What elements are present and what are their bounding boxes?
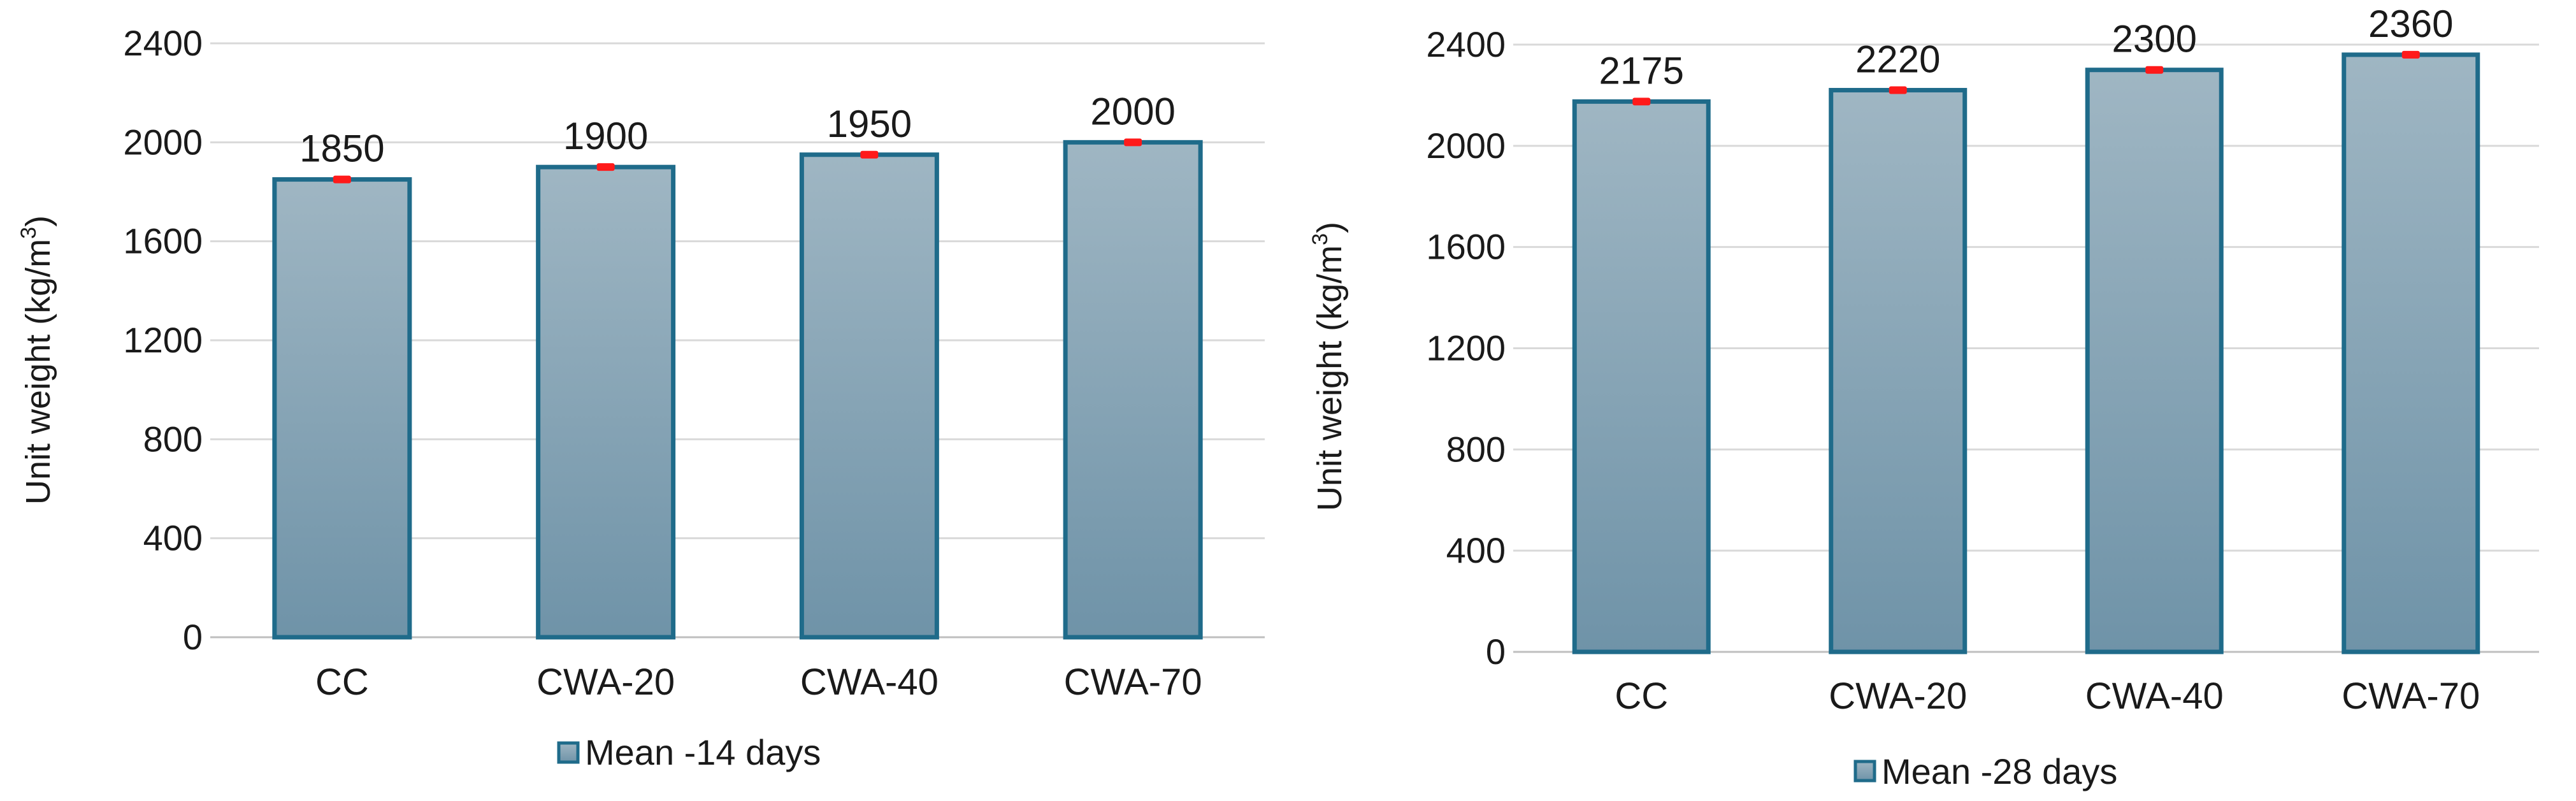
y-axis-label-sup: 3 bbox=[1308, 233, 1332, 245]
y-tick-label: 1600 bbox=[1426, 227, 1506, 267]
data-label: 2360 bbox=[2368, 3, 2453, 45]
bars-left: 1850 1900 1950 2000 bbox=[272, 90, 1203, 640]
data-label: 1950 bbox=[827, 103, 912, 145]
legend-label: Mean -14 days bbox=[585, 732, 821, 772]
legend-swatch bbox=[557, 741, 580, 764]
data-label: 2175 bbox=[1599, 49, 1684, 92]
error-bar bbox=[1889, 86, 1907, 94]
x-tick-label: CWA-20 bbox=[1829, 675, 1967, 717]
x-tick-label: CWA-40 bbox=[2085, 675, 2224, 717]
y-axis-label-sup: 3 bbox=[17, 227, 41, 239]
x-tick-label: CWA-70 bbox=[1064, 661, 1202, 703]
error-bar bbox=[333, 175, 351, 184]
data-label: 2300 bbox=[2112, 18, 2197, 61]
y-tick-label: 1600 bbox=[123, 221, 203, 261]
y-tick-label: 2400 bbox=[123, 23, 203, 63]
y-axis-label-tail: ) bbox=[1311, 222, 1349, 233]
x-tick-label: CC bbox=[315, 661, 369, 703]
legend-swatch bbox=[1853, 760, 1876, 783]
bar bbox=[1063, 140, 1203, 640]
y-tick-label: 400 bbox=[1446, 530, 1506, 570]
legend-right: Mean -28 days bbox=[1853, 751, 2117, 791]
error-bar bbox=[1632, 97, 1651, 106]
bar bbox=[272, 177, 412, 640]
y-tick-label: 400 bbox=[143, 518, 203, 558]
bar bbox=[1829, 87, 1968, 654]
y-axis-label-text: Unit weight (kg/m bbox=[19, 239, 57, 505]
category-labels-right: CC CWA-20 CWA-40 CWA-70 bbox=[1615, 675, 2480, 717]
bar bbox=[1572, 99, 1711, 654]
bar bbox=[2342, 52, 2480, 654]
x-tick-label: CC bbox=[1615, 675, 1668, 717]
x-tick-label: CWA-20 bbox=[536, 661, 675, 703]
data-label: 2220 bbox=[1855, 38, 1940, 80]
chart-right: 0 400 800 1200 1600 2000 2400 Unit weight (kg/… bbox=[1308, 3, 2539, 791]
y-tick-label: 1200 bbox=[1426, 328, 1506, 368]
y-tick-labels-right: 0 400 800 1200 1600 2000 2400 bbox=[1426, 24, 1506, 672]
y-axis-label-text: Unit weight (kg/m bbox=[1311, 245, 1349, 511]
error-bar bbox=[2401, 50, 2420, 59]
error-bar bbox=[2145, 66, 2164, 74]
y-tick-label: 800 bbox=[1446, 429, 1506, 469]
y-tick-label: 1200 bbox=[123, 320, 203, 360]
error-bar bbox=[860, 150, 879, 159]
y-tick-label: 0 bbox=[183, 617, 203, 657]
error-bar bbox=[1124, 138, 1142, 147]
chart-left: 0 400 800 1200 1600 2000 2400 Unit weight (kg/… bbox=[17, 23, 1265, 772]
y-tick-label: 0 bbox=[1486, 631, 1506, 672]
legend-left: Mean -14 days bbox=[557, 732, 821, 772]
y-tick-label: 2000 bbox=[123, 122, 203, 162]
y-axis-label-right: Unit weight (kg/m3) bbox=[1308, 222, 1349, 511]
y-axis-label-left: Unit weight (kg/m3) bbox=[17, 215, 57, 505]
y-tick-labels-left: 0 400 800 1200 1600 2000 2400 bbox=[123, 23, 203, 657]
legend-label: Mean -28 days bbox=[1882, 751, 2117, 791]
bar bbox=[2085, 68, 2224, 654]
error-bar bbox=[596, 163, 615, 171]
y-axis-label-tail: ) bbox=[19, 215, 57, 227]
data-label: 1900 bbox=[563, 115, 648, 157]
bar bbox=[799, 152, 939, 640]
x-tick-label: CWA-70 bbox=[2342, 675, 2480, 717]
x-tick-label: CWA-40 bbox=[800, 661, 939, 703]
bar bbox=[536, 164, 676, 640]
y-tick-label: 2000 bbox=[1426, 126, 1506, 166]
y-tick-label: 2400 bbox=[1426, 24, 1506, 64]
y-tick-label: 800 bbox=[143, 419, 203, 459]
category-labels-left: CC CWA-20 CWA-40 CWA-70 bbox=[315, 661, 1202, 703]
data-label: 1850 bbox=[299, 127, 384, 170]
bars-right: 2175 2220 2300 2360 bbox=[1572, 3, 2480, 654]
data-label: 2000 bbox=[1090, 90, 1175, 133]
